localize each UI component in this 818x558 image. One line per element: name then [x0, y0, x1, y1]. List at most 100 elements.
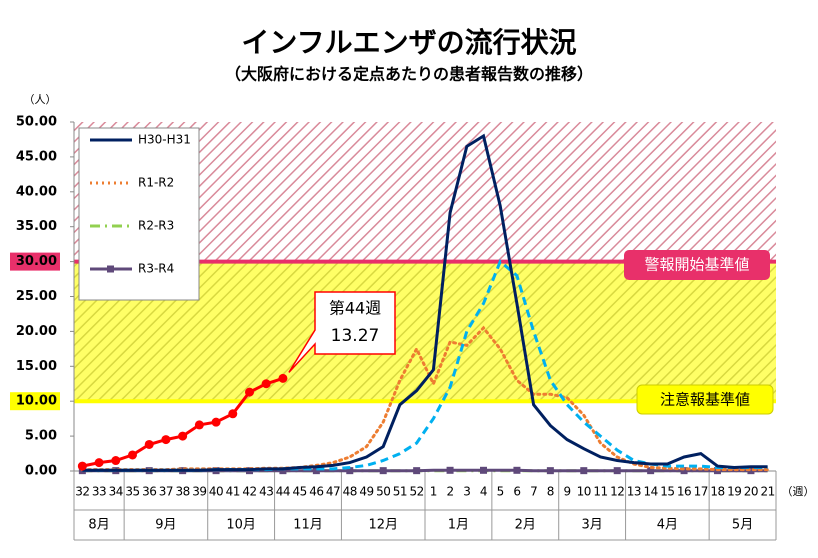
threshold-label: 警報開始基準値 [644, 256, 749, 274]
month-label: 2月 [515, 518, 536, 533]
month-label: 9月 [155, 518, 176, 533]
callout [288, 291, 396, 373]
month-label: 8月 [88, 518, 109, 533]
y-tick-label: 45.00 [16, 149, 57, 164]
x-tick-label: 5 [497, 485, 504, 499]
x-tick-label: 8 [547, 485, 554, 499]
y-tick-label: 25.00 [16, 289, 57, 304]
x-tick-label: 12 [610, 485, 624, 499]
y-tick-label: 35.00 [16, 219, 57, 234]
legend-label: R2-R3 [138, 219, 174, 233]
series-marker [513, 466, 521, 474]
series-marker [178, 431, 188, 441]
y-tick-label: 30.00 [16, 254, 57, 269]
x-tick-label: 52 [410, 485, 424, 499]
series-marker [413, 467, 421, 475]
month-label: 12月 [368, 518, 398, 533]
month-label: 11月 [293, 518, 323, 533]
series-marker [77, 461, 87, 471]
x-tick-label: 40 [209, 485, 223, 499]
legend-label: R1-R2 [138, 176, 174, 190]
series-marker [261, 379, 271, 389]
x-tick-label: 17 [694, 485, 708, 499]
chart-title: インフルエンザの流行状況 [241, 26, 576, 59]
x-tick-label: 10 [577, 485, 591, 499]
x-tick-label: 4 [480, 485, 487, 499]
threshold-label-bg [624, 250, 770, 280]
y-tick-label: 10.00 [16, 394, 57, 409]
series-marker [111, 456, 121, 466]
x-tick-label: 21 [761, 485, 775, 499]
x-tick-label: 34 [109, 485, 123, 499]
threshold-tick-bg [10, 252, 60, 271]
x-tick-label: 41 [226, 485, 240, 499]
x-tick-label: 35 [125, 485, 139, 499]
y-tick-label: 0.00 [25, 464, 57, 479]
x-tick-label: 2 [447, 485, 454, 499]
x-tick-label: 18 [710, 485, 724, 499]
month-label: 5月 [732, 518, 753, 533]
series-marker [446, 466, 454, 474]
x-tick-label: 38 [176, 485, 190, 499]
x-tick-label: 36 [142, 485, 156, 499]
x-tick-label: 9 [564, 485, 571, 499]
y-tick-label: 50.00 [16, 115, 57, 130]
x-tick-label: 13 [627, 485, 641, 499]
x-tick-label: 3 [463, 485, 470, 499]
x-tick-label: 14 [644, 485, 658, 499]
month-label: 4月 [657, 518, 678, 533]
y-tick-label: 5.00 [25, 429, 57, 444]
x-tick-label: 43 [259, 485, 273, 499]
annotation-text: 第44週 [329, 299, 381, 318]
x-tick-label: 46 [309, 485, 323, 499]
series-marker [194, 420, 204, 430]
x-tick-label: 49 [359, 485, 373, 499]
series-marker [94, 458, 104, 468]
legend-box [78, 127, 200, 301]
threshold-tick-bg [10, 392, 60, 411]
series-line [82, 133, 768, 472]
series-marker [546, 467, 554, 475]
x-unit: （週） [782, 485, 815, 498]
legend-label: R3-R4 [138, 262, 174, 276]
series-marker [580, 467, 588, 475]
x-tick-label: 39 [192, 485, 206, 499]
threshold-label: 注意報基準値 [660, 391, 750, 409]
chart-subtitle: （大阪府における定点あたりの患者報告数の推移） [225, 65, 593, 84]
threshold-label-bg [636, 384, 774, 415]
x-tick-label: 42 [242, 485, 256, 499]
month-label: 10月 [226, 518, 256, 533]
x-tick-label: 6 [513, 485, 520, 499]
series-marker [279, 467, 287, 475]
x-tick-label: 11 [593, 485, 607, 499]
y-tick-label: 15.00 [16, 359, 57, 374]
month-label: 1月 [448, 518, 469, 533]
x-tick-label: 44 [276, 485, 290, 499]
y-tick-label: 40.00 [16, 184, 57, 199]
series-marker [312, 467, 320, 475]
x-tick-label: 48 [343, 485, 357, 499]
y-tick-label: 20.00 [16, 324, 57, 339]
series-marker [128, 450, 137, 460]
x-tick-label: 45 [293, 485, 307, 499]
x-tick-label: 32 [75, 485, 89, 499]
value-label: 13.27 [331, 326, 380, 346]
x-tick-label: 16 [677, 485, 691, 499]
series-marker [211, 417, 221, 427]
x-tick-label: 7 [530, 485, 537, 499]
y-unit: （人） [24, 93, 57, 106]
x-tick-label: 19 [727, 485, 741, 499]
x-tick-label: 47 [326, 485, 340, 499]
legend-label: H30-H31 [138, 133, 191, 147]
x-tick-label: 20 [744, 485, 758, 499]
x-tick-label: 33 [92, 485, 106, 499]
series-marker [228, 409, 238, 419]
series-marker [144, 439, 154, 449]
series-marker [480, 466, 487, 474]
series-marker [379, 467, 387, 475]
series-marker [680, 467, 688, 475]
series-marker [747, 467, 755, 475]
series-marker [647, 467, 655, 475]
legend-marker [107, 265, 114, 273]
